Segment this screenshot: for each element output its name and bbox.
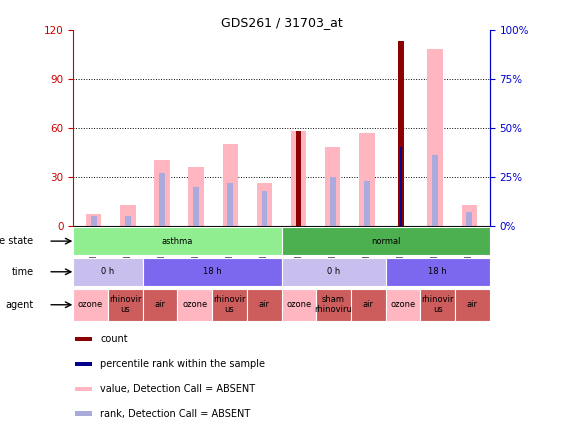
Bar [330,177,336,226]
FancyBboxPatch shape [73,227,282,255]
Text: air: air [258,300,270,309]
Text: 0 h: 0 h [101,267,114,276]
FancyBboxPatch shape [212,288,247,321]
Text: value, Detection Call = ABSENT: value, Detection Call = ABSENT [100,384,256,394]
Bar [75,362,92,366]
FancyBboxPatch shape [108,288,142,321]
Text: 18 h: 18 h [203,267,221,276]
Text: ozone: ozone [78,300,103,309]
Text: ozone: ozone [390,300,415,309]
Text: rhinovir
us: rhinovir us [422,295,454,314]
Text: ozone: ozone [286,300,311,309]
Bar [291,131,306,226]
Text: air: air [154,300,166,309]
Bar [86,214,101,226]
Bar [222,144,238,226]
Text: count: count [100,334,128,344]
Bar [364,181,370,226]
Title: GDS261 / 31703_at: GDS261 / 31703_at [221,16,342,29]
FancyBboxPatch shape [316,288,351,321]
Bar [91,216,97,226]
Text: rhinovir
us: rhinovir us [109,295,141,314]
FancyBboxPatch shape [386,258,490,286]
Bar [400,147,403,226]
FancyBboxPatch shape [351,288,386,321]
Text: asthma: asthma [162,236,193,246]
FancyBboxPatch shape [455,288,490,321]
Text: 0 h: 0 h [327,267,340,276]
Bar [189,167,204,226]
FancyBboxPatch shape [142,258,282,286]
Text: agent: agent [6,300,34,310]
Text: time: time [11,267,34,277]
Bar [398,147,404,226]
Bar [296,177,302,226]
Text: percentile rank within the sample: percentile rank within the sample [100,359,265,369]
Bar [257,183,272,226]
FancyBboxPatch shape [421,288,455,321]
FancyBboxPatch shape [247,288,282,321]
FancyBboxPatch shape [282,227,490,255]
Text: disease state: disease state [0,236,34,246]
Bar [154,161,169,226]
FancyBboxPatch shape [282,288,316,321]
Bar [120,204,136,226]
Bar [398,41,404,226]
Text: air: air [467,300,478,309]
Bar [193,187,199,226]
Text: normal: normal [371,236,400,246]
Bar [296,131,302,226]
Bar [462,204,477,226]
Text: rhinovir
us: rhinovir us [213,295,245,314]
Bar [75,412,92,416]
Bar [75,337,92,341]
Bar [427,49,443,226]
FancyBboxPatch shape [142,288,177,321]
Bar [75,387,92,391]
Text: 18 h: 18 h [428,267,447,276]
Bar [125,216,131,226]
FancyBboxPatch shape [73,288,108,321]
Bar [359,133,374,226]
FancyBboxPatch shape [282,258,386,286]
FancyBboxPatch shape [177,288,212,321]
Bar [159,173,165,226]
Text: air: air [363,300,374,309]
Text: sham
rhinoviru: sham rhinoviru [315,295,352,314]
Bar [432,155,438,226]
Bar [227,183,233,226]
FancyBboxPatch shape [386,288,421,321]
Bar [466,212,472,226]
Text: rank, Detection Call = ABSENT: rank, Detection Call = ABSENT [100,409,251,419]
FancyBboxPatch shape [73,258,142,286]
Bar [325,147,341,226]
Text: ozone: ozone [182,300,207,309]
Bar [261,190,267,226]
